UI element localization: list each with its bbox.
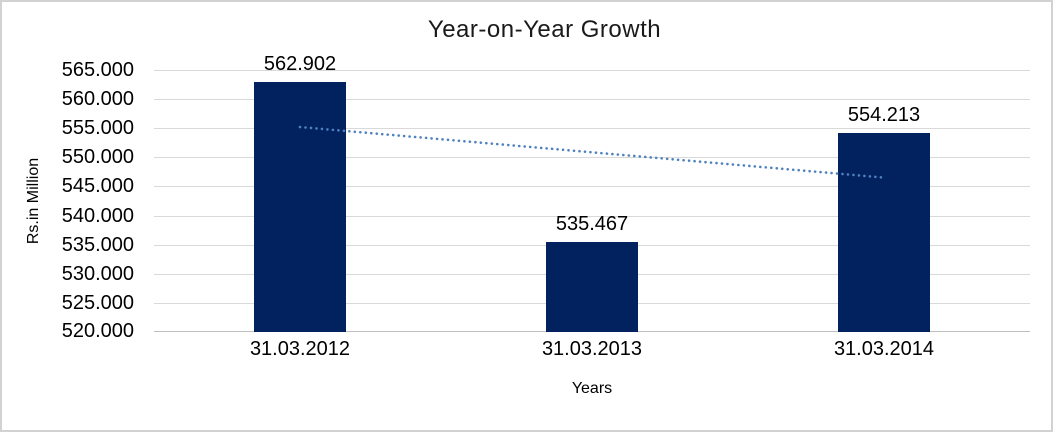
y-tick-label: 545.000: [61, 175, 134, 197]
y-tick-label: 565.000: [61, 59, 134, 81]
y-tick-label: 535.000: [61, 234, 134, 256]
gridline: [154, 216, 1030, 217]
gridline: [154, 99, 1030, 100]
y-axis-tick-labels: 565.000 560.000 555.000 550.000 545.000 540.0…: [2, 2, 134, 430]
trendline-layer: [298, 125, 886, 179]
bar-value-label: 535.467: [555, 212, 629, 235]
bar-value-label: 554.213: [847, 103, 921, 126]
y-tick-label: 530.000: [61, 263, 134, 285]
x-category-label: 31.03.2014: [833, 338, 935, 360]
gridline: [154, 157, 1030, 158]
plot-area: 562.902 535.467 554.213: [154, 53, 1030, 332]
x-category-label: 31.03.2013: [541, 338, 643, 360]
x-category-label: 31.03.2012: [249, 338, 351, 360]
y-tick-label: 555.000: [61, 117, 134, 139]
bar-31.03.2014: [838, 132, 930, 332]
y-tick-label: 540.000: [61, 205, 134, 227]
gridline: [154, 186, 1030, 187]
gridline: [154, 128, 1030, 129]
trendline: [298, 125, 886, 179]
chart-title: Year-on-Year Growth: [427, 16, 662, 43]
y-tick-label: 520.000: [61, 320, 134, 342]
bar-31.03.2012: [254, 82, 346, 332]
y-tick-label: 560.000: [61, 88, 134, 110]
bar-31.03.2013: [546, 241, 638, 332]
y-tick-label: 525.000: [61, 292, 134, 314]
y-tick-label: 550.000: [61, 146, 134, 168]
bar-value-label: 562.902: [263, 53, 337, 76]
gridline: [154, 70, 1030, 71]
x-axis-title: Years: [571, 380, 613, 397]
